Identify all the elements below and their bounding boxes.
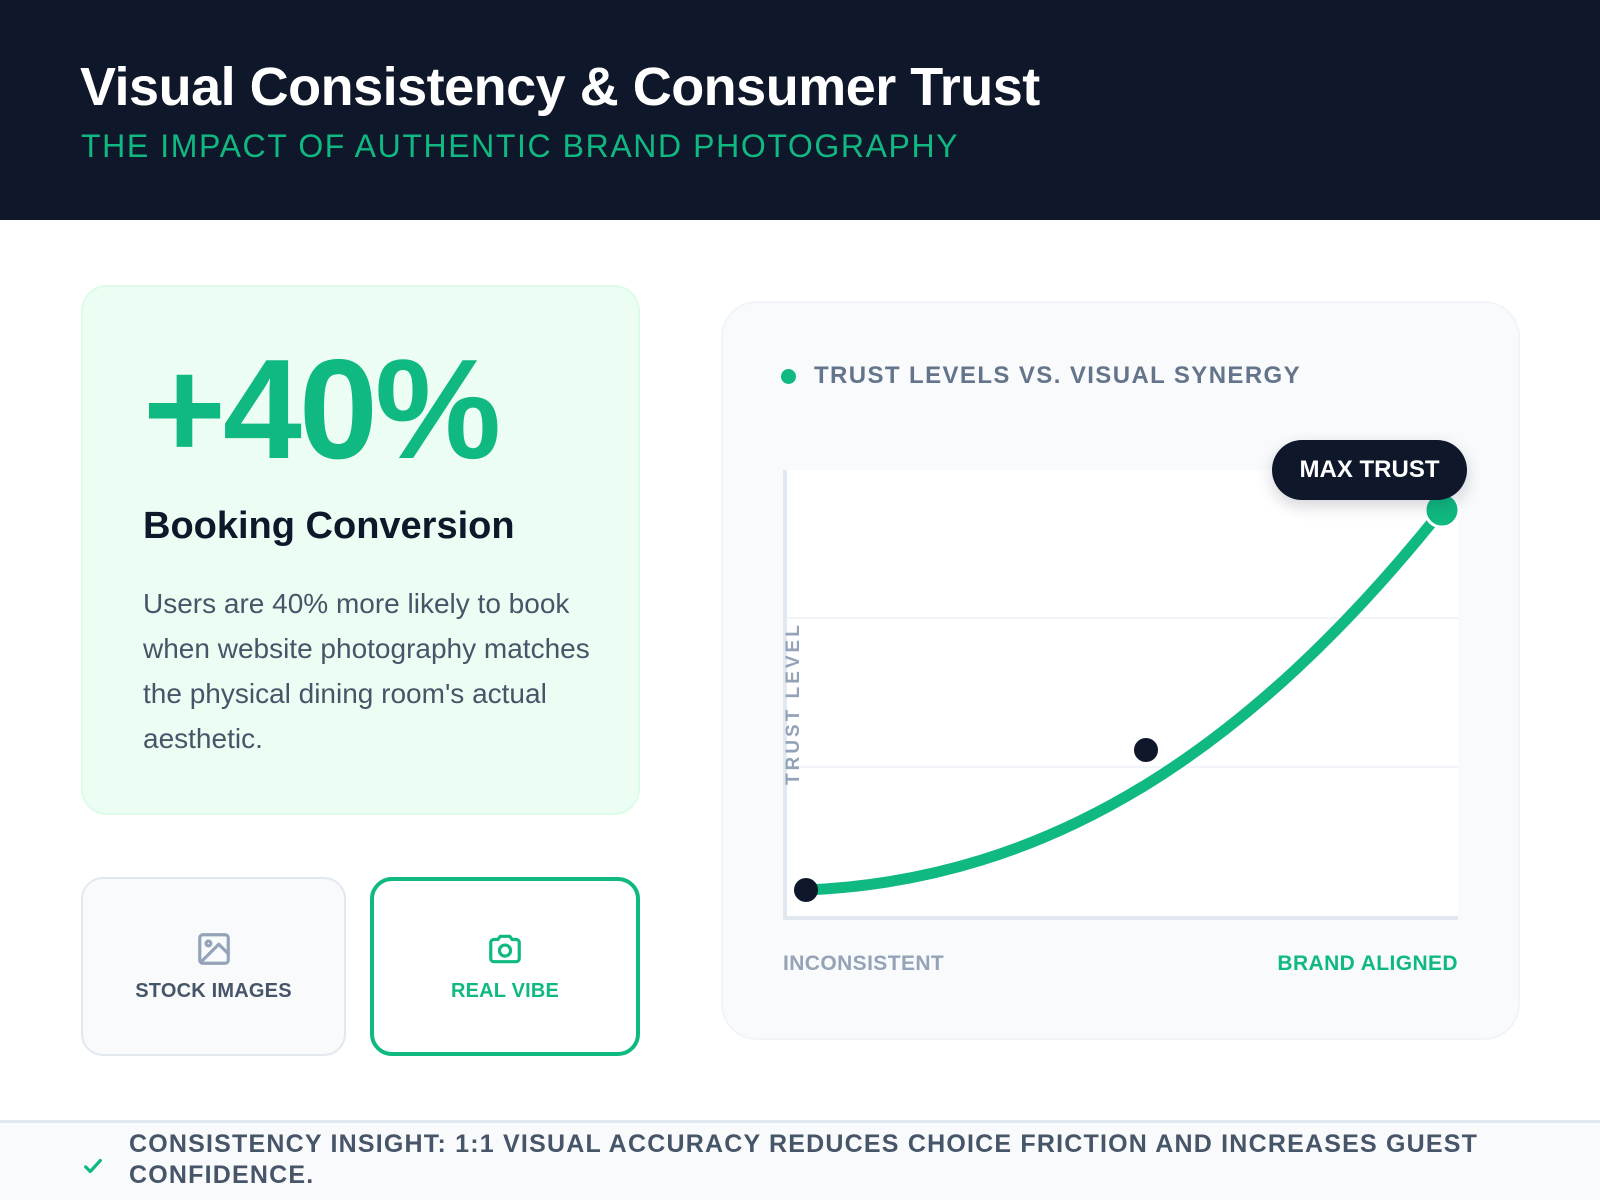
- image-icon: [197, 933, 230, 965]
- x-label-inconsistent: INCONSISTENT: [783, 952, 945, 975]
- stat-value: +40%: [143, 330, 501, 489]
- stat-description: Users are 40% more likely to book when w…: [143, 588, 590, 754]
- real-vibe-button[interactable]: REAL VIBE: [370, 877, 640, 1056]
- stat-card: +40% Booking Conversion Users are 40% mo…: [81, 285, 640, 815]
- stock-images-button[interactable]: STOCK IMAGES: [81, 877, 346, 1056]
- insight-text: CONSISTENCY INSIGHT: 1:1 VISUAL ACCURACY…: [129, 1130, 1479, 1189]
- chart-title: TRUST LEVELS VS. VISUAL SYNERGY: [814, 362, 1302, 389]
- legend-dot-icon: [781, 368, 796, 384]
- page-title: Visual Consistency & Consumer Trust: [80, 57, 1040, 117]
- check-icon: [84, 1158, 102, 1174]
- plot-area: [783, 470, 1458, 920]
- y-axis-label: TRUST LEVEL: [783, 622, 804, 785]
- chart-legend: TRUST LEVELS VS. VISUAL SYNERGY: [781, 362, 1301, 390]
- camera-icon: [489, 934, 521, 964]
- x-label-brand-aligned: BRAND ALIGNED: [1277, 952, 1458, 975]
- insight-footer: CONSISTENCY INSIGHT: 1:1 VISUAL ACCURACY…: [0, 1120, 1600, 1200]
- page-subtitle: THE IMPACT OF AUTHENTIC BRAND PHOTOGRAPH…: [81, 128, 960, 164]
- stat-label: Booking Conversion: [143, 505, 515, 547]
- max-trust-badge: MAX TRUST: [1272, 440, 1467, 500]
- real-vibe-label: REAL VIBE: [450, 980, 560, 1002]
- gridline: [787, 617, 1458, 619]
- gridline: [787, 766, 1458, 768]
- stock-images-label: STOCK IMAGES: [135, 980, 292, 1002]
- header-banner: Visual Consistency & Consumer Trust THE …: [0, 0, 1600, 220]
